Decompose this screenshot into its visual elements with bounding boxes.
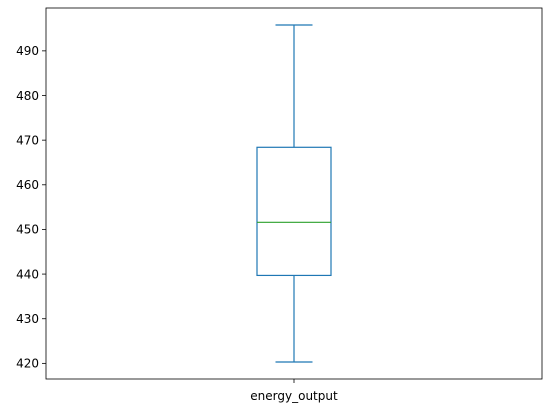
y-tick-label: 490 [16, 44, 39, 58]
y-tick-label: 440 [16, 267, 39, 281]
plot-layer [256, 24, 332, 363]
axes-frame [45, 7, 543, 380]
y-tick-label: 460 [16, 178, 39, 192]
box-group-energy_output [256, 24, 332, 363]
y-tick-label: 420 [16, 357, 39, 371]
y-tick-label: 470 [16, 133, 39, 147]
x-tick-label: energy_output [250, 389, 338, 403]
y-tick-label: 480 [16, 89, 39, 103]
iqr-box [256, 146, 332, 277]
y-tick-label: 430 [16, 312, 39, 326]
axes-layer: energy_output 420 430 440 450 460 470 480 490 [16, 7, 543, 403]
y-tick-label: 450 [16, 223, 39, 237]
